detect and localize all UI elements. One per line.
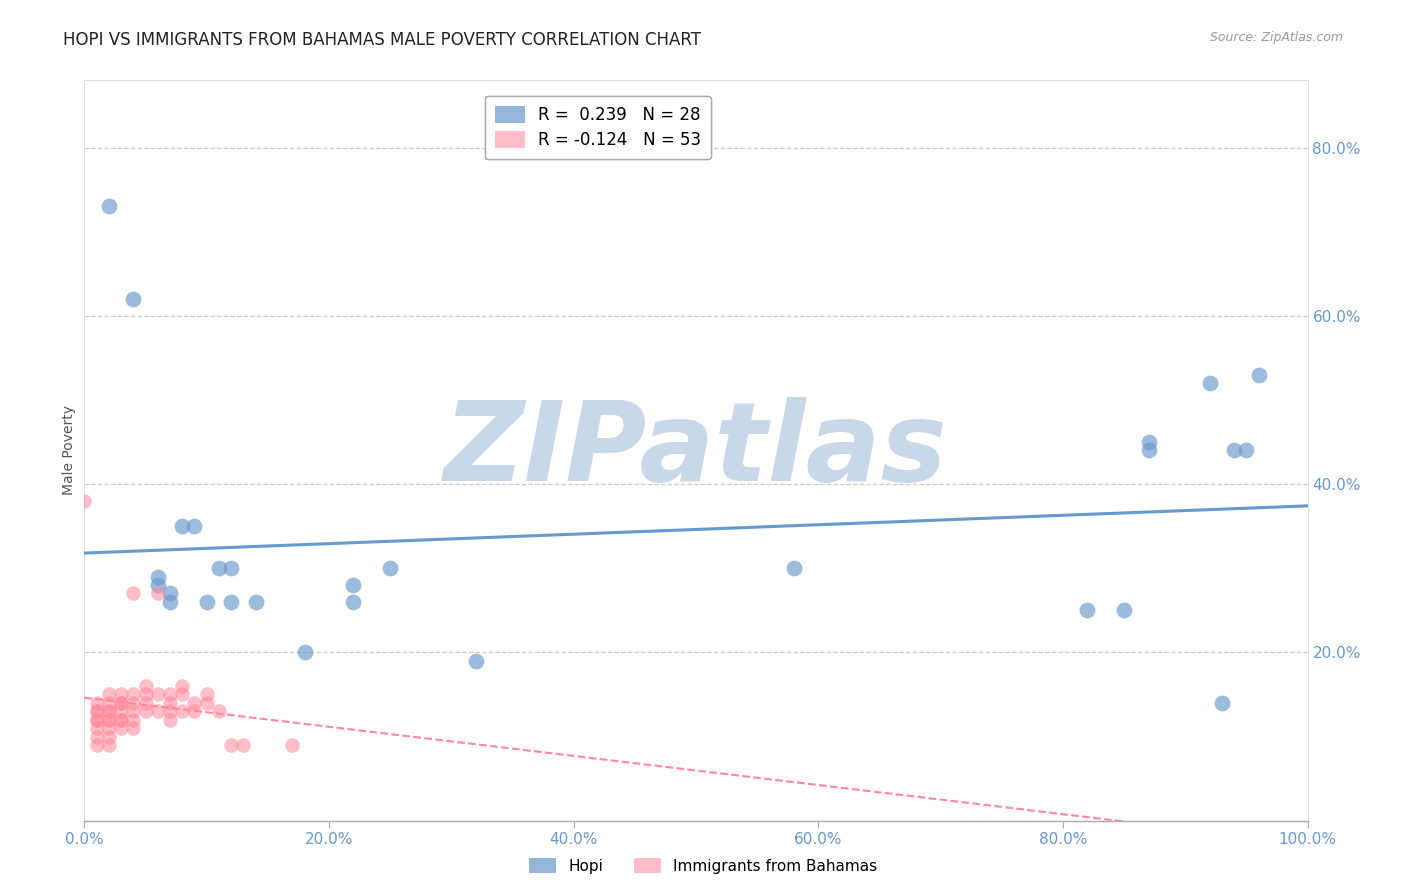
Point: [342, 578, 364, 592]
Point: [464, 654, 486, 668]
Point: [97, 704, 120, 718]
Point: [135, 704, 157, 718]
Point: [172, 704, 194, 718]
Point: [183, 704, 205, 718]
Point: [86, 730, 108, 744]
Point: [110, 696, 132, 710]
Text: Source: ZipAtlas.com: Source: ZipAtlas.com: [1209, 31, 1343, 45]
Point: [232, 738, 254, 752]
Point: [86, 704, 108, 718]
Point: [97, 730, 120, 744]
Point: [110, 696, 132, 710]
Point: [159, 595, 181, 609]
Point: [1137, 435, 1160, 450]
Point: [146, 569, 169, 583]
Point: [146, 586, 169, 600]
Point: [110, 713, 132, 727]
Point: [219, 738, 242, 752]
Text: ZIPatlas: ZIPatlas: [444, 397, 948, 504]
Point: [135, 696, 157, 710]
Point: [86, 713, 108, 727]
Point: [342, 595, 364, 609]
Point: [97, 738, 120, 752]
Point: [1114, 603, 1136, 617]
Point: [1223, 443, 1246, 458]
Point: [97, 704, 120, 718]
Point: [195, 595, 218, 609]
Point: [208, 561, 231, 575]
Point: [86, 721, 108, 735]
Point: [1137, 443, 1160, 458]
Point: [219, 595, 242, 609]
Point: [97, 696, 120, 710]
Point: [110, 713, 132, 727]
Legend: R =  0.239   N = 28, R = -0.124   N = 53: R = 0.239 N = 28, R = -0.124 N = 53: [485, 96, 711, 159]
Point: [159, 688, 181, 702]
Point: [294, 645, 316, 659]
Text: HOPI VS IMMIGRANTS FROM BAHAMAS MALE POVERTY CORRELATION CHART: HOPI VS IMMIGRANTS FROM BAHAMAS MALE POV…: [63, 31, 702, 49]
Point: [97, 713, 120, 727]
Point: [86, 713, 108, 727]
Point: [97, 713, 120, 727]
Point: [146, 578, 169, 592]
Point: [219, 561, 242, 575]
Point: [122, 292, 145, 306]
Point: [146, 688, 169, 702]
Point: [122, 586, 145, 600]
Point: [122, 688, 145, 702]
Point: [122, 704, 145, 718]
Point: [159, 696, 181, 710]
Point: [122, 713, 145, 727]
Point: [208, 704, 231, 718]
Point: [245, 595, 267, 609]
Point: [172, 519, 194, 533]
Point: [172, 688, 194, 702]
Point: [97, 688, 120, 702]
Point: [380, 561, 402, 575]
Point: [122, 721, 145, 735]
Point: [110, 688, 132, 702]
Point: [183, 519, 205, 533]
Point: [86, 696, 108, 710]
Point: [73, 494, 96, 508]
Point: [195, 696, 218, 710]
Point: [159, 586, 181, 600]
Point: [1211, 696, 1233, 710]
Point: [1198, 376, 1220, 391]
Point: [135, 688, 157, 702]
Point: [183, 696, 205, 710]
Point: [281, 738, 304, 752]
Legend: Hopi, Immigrants from Bahamas: Hopi, Immigrants from Bahamas: [523, 852, 883, 880]
Point: [172, 679, 194, 693]
Point: [110, 704, 132, 718]
Point: [1247, 368, 1270, 382]
Point: [86, 704, 108, 718]
Point: [1076, 603, 1098, 617]
Point: [97, 199, 120, 213]
Point: [159, 704, 181, 718]
Point: [110, 721, 132, 735]
Point: [146, 704, 169, 718]
Point: [97, 721, 120, 735]
Point: [159, 713, 181, 727]
Point: [195, 688, 218, 702]
Point: [122, 696, 145, 710]
Point: [86, 738, 108, 752]
Point: [783, 561, 806, 575]
Y-axis label: Male Poverty: Male Poverty: [62, 406, 76, 495]
Point: [1236, 443, 1258, 458]
Point: [135, 679, 157, 693]
